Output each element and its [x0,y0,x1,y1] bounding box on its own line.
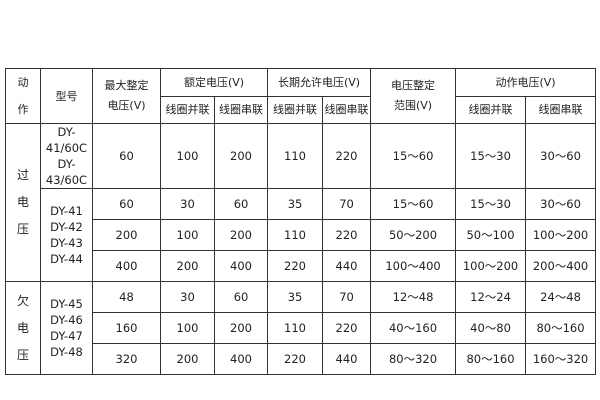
value-cell: 200 [213,219,269,251]
value-cell: 15～60 [370,188,457,220]
header-row-2: 线圈并联 线圈串联 线圈并联 线圈串联 线圈并联 线圈串联 [6,95,597,124]
value-cell: 440 [322,250,372,282]
value-cell: 160～320 [525,343,597,375]
value-cell: 30～60 [525,123,597,189]
value-cell: 24～48 [525,281,597,313]
header-operating-voltage: 动作电压(V) [455,68,597,97]
value-cell: 200 [92,219,161,251]
header-parallel: 线圈并联 [267,95,324,124]
value-cell: 80～320 [370,343,457,375]
table-row: 200 100 200 110 220 50～200 50～100 100～200 [6,219,597,251]
table-row: DY-41 DY-42 DY-43 DY-44 60 30 60 35 70 15～60 15～30… [6,188,597,282]
value-cell: 100 [160,219,215,251]
value-cell: 100～200 [525,219,597,251]
value-cell: 80～160 [525,312,597,344]
value-cell: 160 [92,312,161,344]
value-cell: 100 [160,123,215,189]
action-type-cell: 欠电压 [5,281,41,375]
value-cell: 48 [92,281,161,313]
header-series: 线圈串联 [525,95,597,124]
table-row: 欠电压 DY-45 DY-46 DY-47 DY-48 48 30 60 35 70 12～48 12… [5,281,597,375]
header-action: 动作 [5,68,41,124]
value-cell: 110 [267,219,324,251]
value-cell: 400 [213,250,269,282]
value-cell: 70 [322,188,372,220]
table-row: 320 200 400 220 440 80～320 80～160 160～320 [6,343,597,375]
value-cell: 100～200 [455,250,527,282]
header-parallel: 线圈并联 [455,95,527,124]
value-cell: 110 [267,123,324,189]
header-model: 型号 [40,68,93,124]
header-row-1: 动作 型号 最大整定 电压(V) 额定电压(V) 长期允许电压(V) 电压整定 范围… [5,68,597,124]
value-cell: 220 [322,123,372,189]
model-cell: DY-41/60C DY-43/60C [40,123,93,189]
header-max-setting: 最大整定 电压(V) [92,68,161,124]
value-cell: 35 [267,281,324,313]
value-cell: 320 [92,343,161,375]
value-cell: 40～160 [370,312,457,344]
value-cell: 50～200 [370,219,457,251]
value-cell: 220 [322,312,372,344]
value-cell: 15～30 [455,188,527,220]
value-cell: 200～400 [525,250,597,282]
value-cell: 220 [267,250,324,282]
value-cell: 100～400 [370,250,457,282]
value-cell: 30 [160,188,215,220]
value-cell: 12～24 [455,281,527,313]
value-cell: 200 [160,343,215,375]
relay-spec-table: 动作 型号 最大整定 电压(V) 额定电压(V) 长期允许电压(V) 电压整定 范围… [5,68,597,375]
table-row: 160 100 200 110 220 40～160 40～80 80～160 [6,312,597,344]
value-cell: 50～100 [455,219,527,251]
action-type-cell: 过电压 [5,123,41,282]
value-cell: 110 [267,312,324,344]
value-cell: 15～60 [370,123,457,189]
value-cell: 60 [213,188,269,220]
model-cell: DY-41 DY-42 DY-43 DY-44 [40,188,93,282]
value-cell: 200 [160,250,215,282]
header-setting-range: 电压整定 范围(V) [370,68,457,124]
value-cell: 400 [213,343,269,375]
value-cell: 12～48 [370,281,457,313]
value-cell: 400 [92,250,161,282]
value-cell: 440 [322,343,372,375]
value-cell: 60 [92,188,161,220]
value-cell: 220 [322,219,372,251]
value-cell: 100 [160,312,215,344]
value-cell: 60 [92,123,161,189]
value-cell: 30～60 [525,188,597,220]
table-row: 400 200 400 220 440 100～400 100～200 200～400 [6,250,597,282]
header-long-term-voltage: 长期允许电压(V) [267,68,372,97]
value-cell: 15～30 [455,123,527,189]
value-cell: 35 [267,188,324,220]
value-cell: 60 [213,281,269,313]
header-series: 线圈串联 [213,95,269,124]
value-cell: 70 [322,281,372,313]
value-cell: 200 [213,312,269,344]
model-cell: DY-45 DY-46 DY-47 DY-48 [40,281,93,375]
header-rated-voltage: 额定电压(V) [159,68,269,97]
value-cell: 30 [160,281,215,313]
table-row: 过电压 DY-41/60C DY-43/60C 60 100 200 110 220 15～60… [5,123,597,282]
value-cell: 200 [213,123,269,189]
value-cell: 220 [267,343,324,375]
header-series: 线圈串联 [322,95,372,124]
header-parallel: 线圈并联 [160,95,215,124]
value-cell: 40～80 [455,312,527,344]
value-cell: 80～160 [455,343,527,375]
